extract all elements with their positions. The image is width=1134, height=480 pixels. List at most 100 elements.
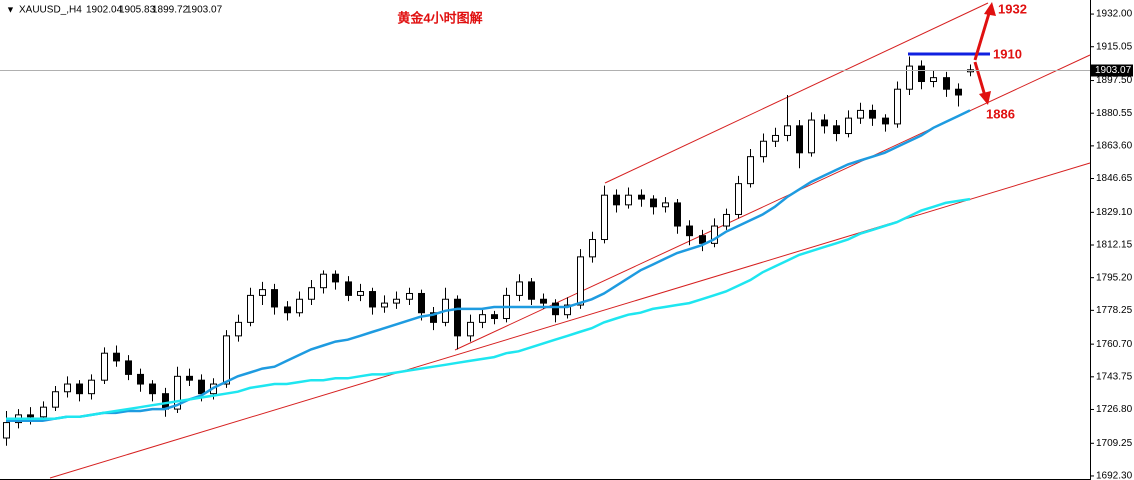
ohlc-close: 1903.07 [186, 5, 223, 16]
candle-body [296, 298, 303, 314]
candle-body [699, 235, 706, 244]
trend-lines [49, 2, 1091, 479]
candle-body [808, 119, 815, 154]
candle-body [735, 183, 742, 215]
ohlc-low: 1899.72 [152, 5, 189, 16]
y-tick-label: 1778.25 [1096, 305, 1133, 316]
y-tick-label: 1709.25 [1096, 438, 1133, 449]
candle-body [833, 125, 840, 135]
candle-body [186, 375, 193, 381]
candle-body [918, 65, 925, 83]
arrow-down-head [979, 91, 991, 105]
candle-body [381, 302, 388, 308]
ohlc-high: 1905.83 [119, 5, 156, 16]
candle-body [418, 292, 425, 314]
candle-body [27, 414, 34, 418]
candle-body [101, 352, 108, 381]
candle-body [930, 77, 937, 83]
candle-body [320, 273, 327, 289]
y-tick-label: 1932.00 [1096, 9, 1133, 20]
candle-body [149, 383, 156, 395]
candle-body [894, 88, 901, 125]
candle-body [650, 198, 657, 208]
channel-lower [454, 54, 1091, 351]
candle-body [613, 194, 620, 206]
candle-body [577, 256, 584, 306]
candle-body [601, 194, 608, 241]
candle-body [869, 109, 876, 119]
annotation: 1932 [998, 1, 1027, 16]
arrow-down [973, 61, 987, 97]
candle-body [467, 321, 474, 337]
candle-body [40, 406, 47, 418]
chart-title: 黄金4小时图解 [397, 10, 482, 25]
candle-body [357, 291, 364, 296]
candle-body [271, 289, 278, 308]
candle-body [845, 117, 852, 135]
y-tick-label: 1897.50 [1096, 75, 1133, 86]
candle-body [259, 289, 266, 296]
arrow-up-head [984, 2, 996, 16]
candle-body [64, 383, 71, 393]
arrow-up [973, 9, 992, 61]
candle-body [113, 352, 120, 362]
candle-body [76, 383, 83, 395]
candle-body [943, 77, 950, 90]
y-tick-label: 1812.15 [1096, 240, 1133, 251]
channel-upper [604, 2, 989, 184]
candle-body [332, 273, 339, 283]
current-price-box [1091, 64, 1133, 77]
candle-body [723, 213, 730, 227]
candle-body [137, 373, 144, 385]
candle-body [88, 379, 95, 395]
symbol: XAUUSD_,H4 [19, 5, 82, 16]
candle-body [528, 281, 535, 300]
candle-body [564, 304, 571, 316]
annotation: 1910 [993, 46, 1022, 61]
y-tick-label: 1692.30 [1096, 471, 1133, 480]
candle-body [162, 393, 169, 410]
candle-body [125, 360, 132, 375]
candle-body [223, 335, 230, 385]
ohlc-open: 1902.04 [86, 5, 123, 16]
candle-body [369, 291, 376, 308]
arrows [908, 2, 996, 105]
candle-body [516, 281, 523, 296]
candle-body [784, 125, 791, 136]
candle-body [638, 194, 645, 200]
candle-body [625, 194, 632, 206]
candle-body [454, 298, 461, 337]
candle-body [308, 287, 315, 300]
moving-average [6, 109, 971, 422]
y-tick-label: 1743.75 [1096, 371, 1133, 382]
y-tick-label: 1726.80 [1096, 404, 1133, 415]
candle-body [174, 375, 181, 410]
candle-body [52, 391, 59, 408]
candle-body [747, 156, 754, 185]
y-tick-label: 1880.55 [1096, 108, 1133, 119]
annotation: 1886 [986, 106, 1015, 121]
candle-body [540, 298, 547, 304]
candle-body [686, 225, 693, 237]
candle-body [955, 88, 962, 96]
candle-body [857, 109, 864, 119]
y-tick-label: 1795.20 [1096, 272, 1133, 283]
candle-body [235, 321, 242, 337]
y-tick-label: 1863.60 [1096, 141, 1133, 152]
candle-body [247, 294, 254, 323]
candle-body [430, 312, 437, 323]
menu-arrow[interactable]: ▼ [6, 4, 15, 14]
y-tick-label: 1829.10 [1096, 207, 1133, 218]
plot [3, 56, 974, 446]
candle-body [284, 306, 291, 314]
candle-body [662, 202, 669, 208]
candle-body [772, 134, 779, 142]
moving-average [6, 197, 971, 420]
candle-body [906, 65, 913, 90]
candle-body [882, 117, 889, 125]
candle-body [821, 119, 828, 127]
y-tick-label: 1915.05 [1096, 41, 1133, 52]
candle-body [674, 202, 681, 227]
candle-body [406, 292, 413, 300]
candle-body [796, 125, 803, 154]
